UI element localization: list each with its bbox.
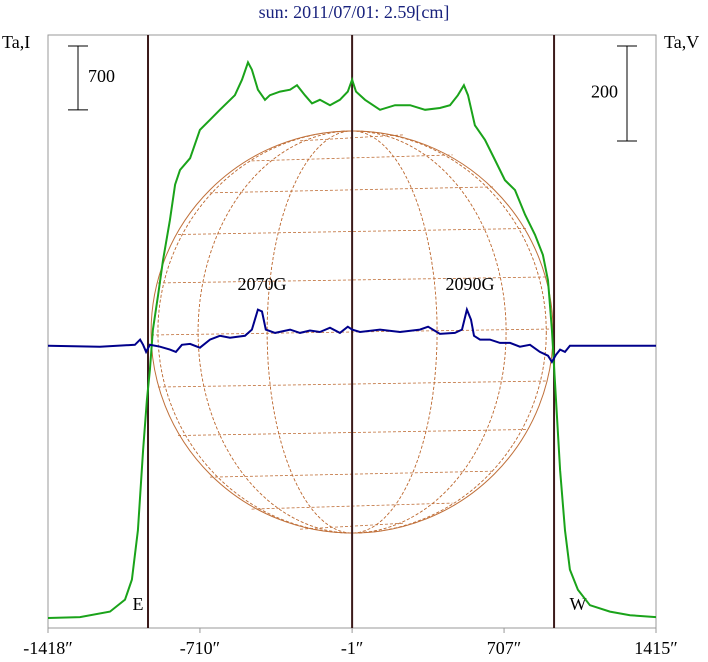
y-axis-label: Ta,I [2,32,30,52]
x-tick-label: -1″ [341,638,364,658]
annotation: 2090G [446,274,495,294]
y2-axis-label: Ta,V [664,32,699,52]
annotation: 2070G [238,274,287,294]
x-tick-label: -710″ [180,638,221,658]
x-tick-label: -1418″ [23,638,73,658]
x-tick-label: 1415″ [634,638,678,658]
parallel [178,429,527,436]
annotation: W [570,594,587,614]
parallel [178,228,527,235]
chart-title: sun: 2011/07/01: 2.59[cm] [259,2,450,22]
series-line [47,306,656,364]
meridian [197,130,507,534]
series-line [47,59,657,619]
scale-bar-label: 700 [88,66,115,86]
annotation: E [133,594,144,614]
scale-bar-label: 200 [591,82,618,102]
x-tick-label: 707″ [487,638,522,658]
